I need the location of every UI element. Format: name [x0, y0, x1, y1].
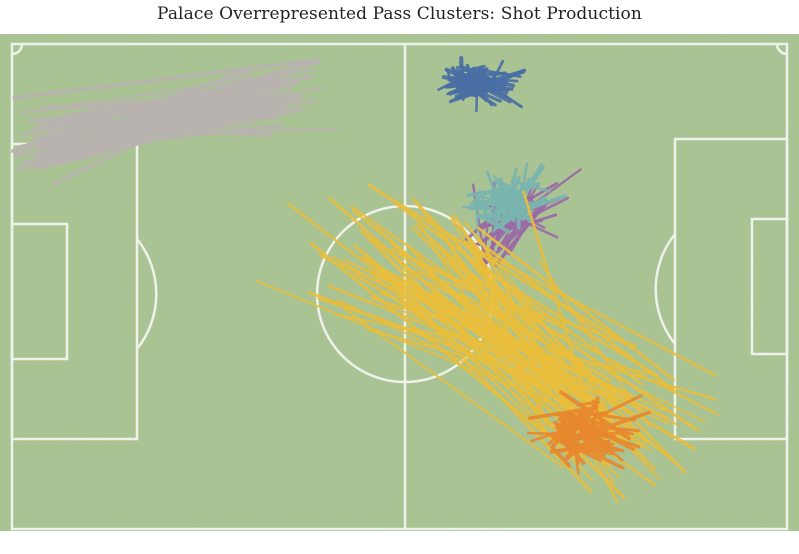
pass-line [476, 95, 477, 111]
pitch-container [0, 34, 799, 531]
pass-line [444, 77, 450, 78]
watermark-text [1, 334, 15, 554]
pass-line [501, 179, 502, 194]
pass-line [481, 72, 484, 74]
pitch-chart [0, 34, 799, 531]
chart-title: Palace Overrepresented Pass Clusters: Sh… [0, 4, 799, 24]
pass-line [595, 433, 632, 434]
